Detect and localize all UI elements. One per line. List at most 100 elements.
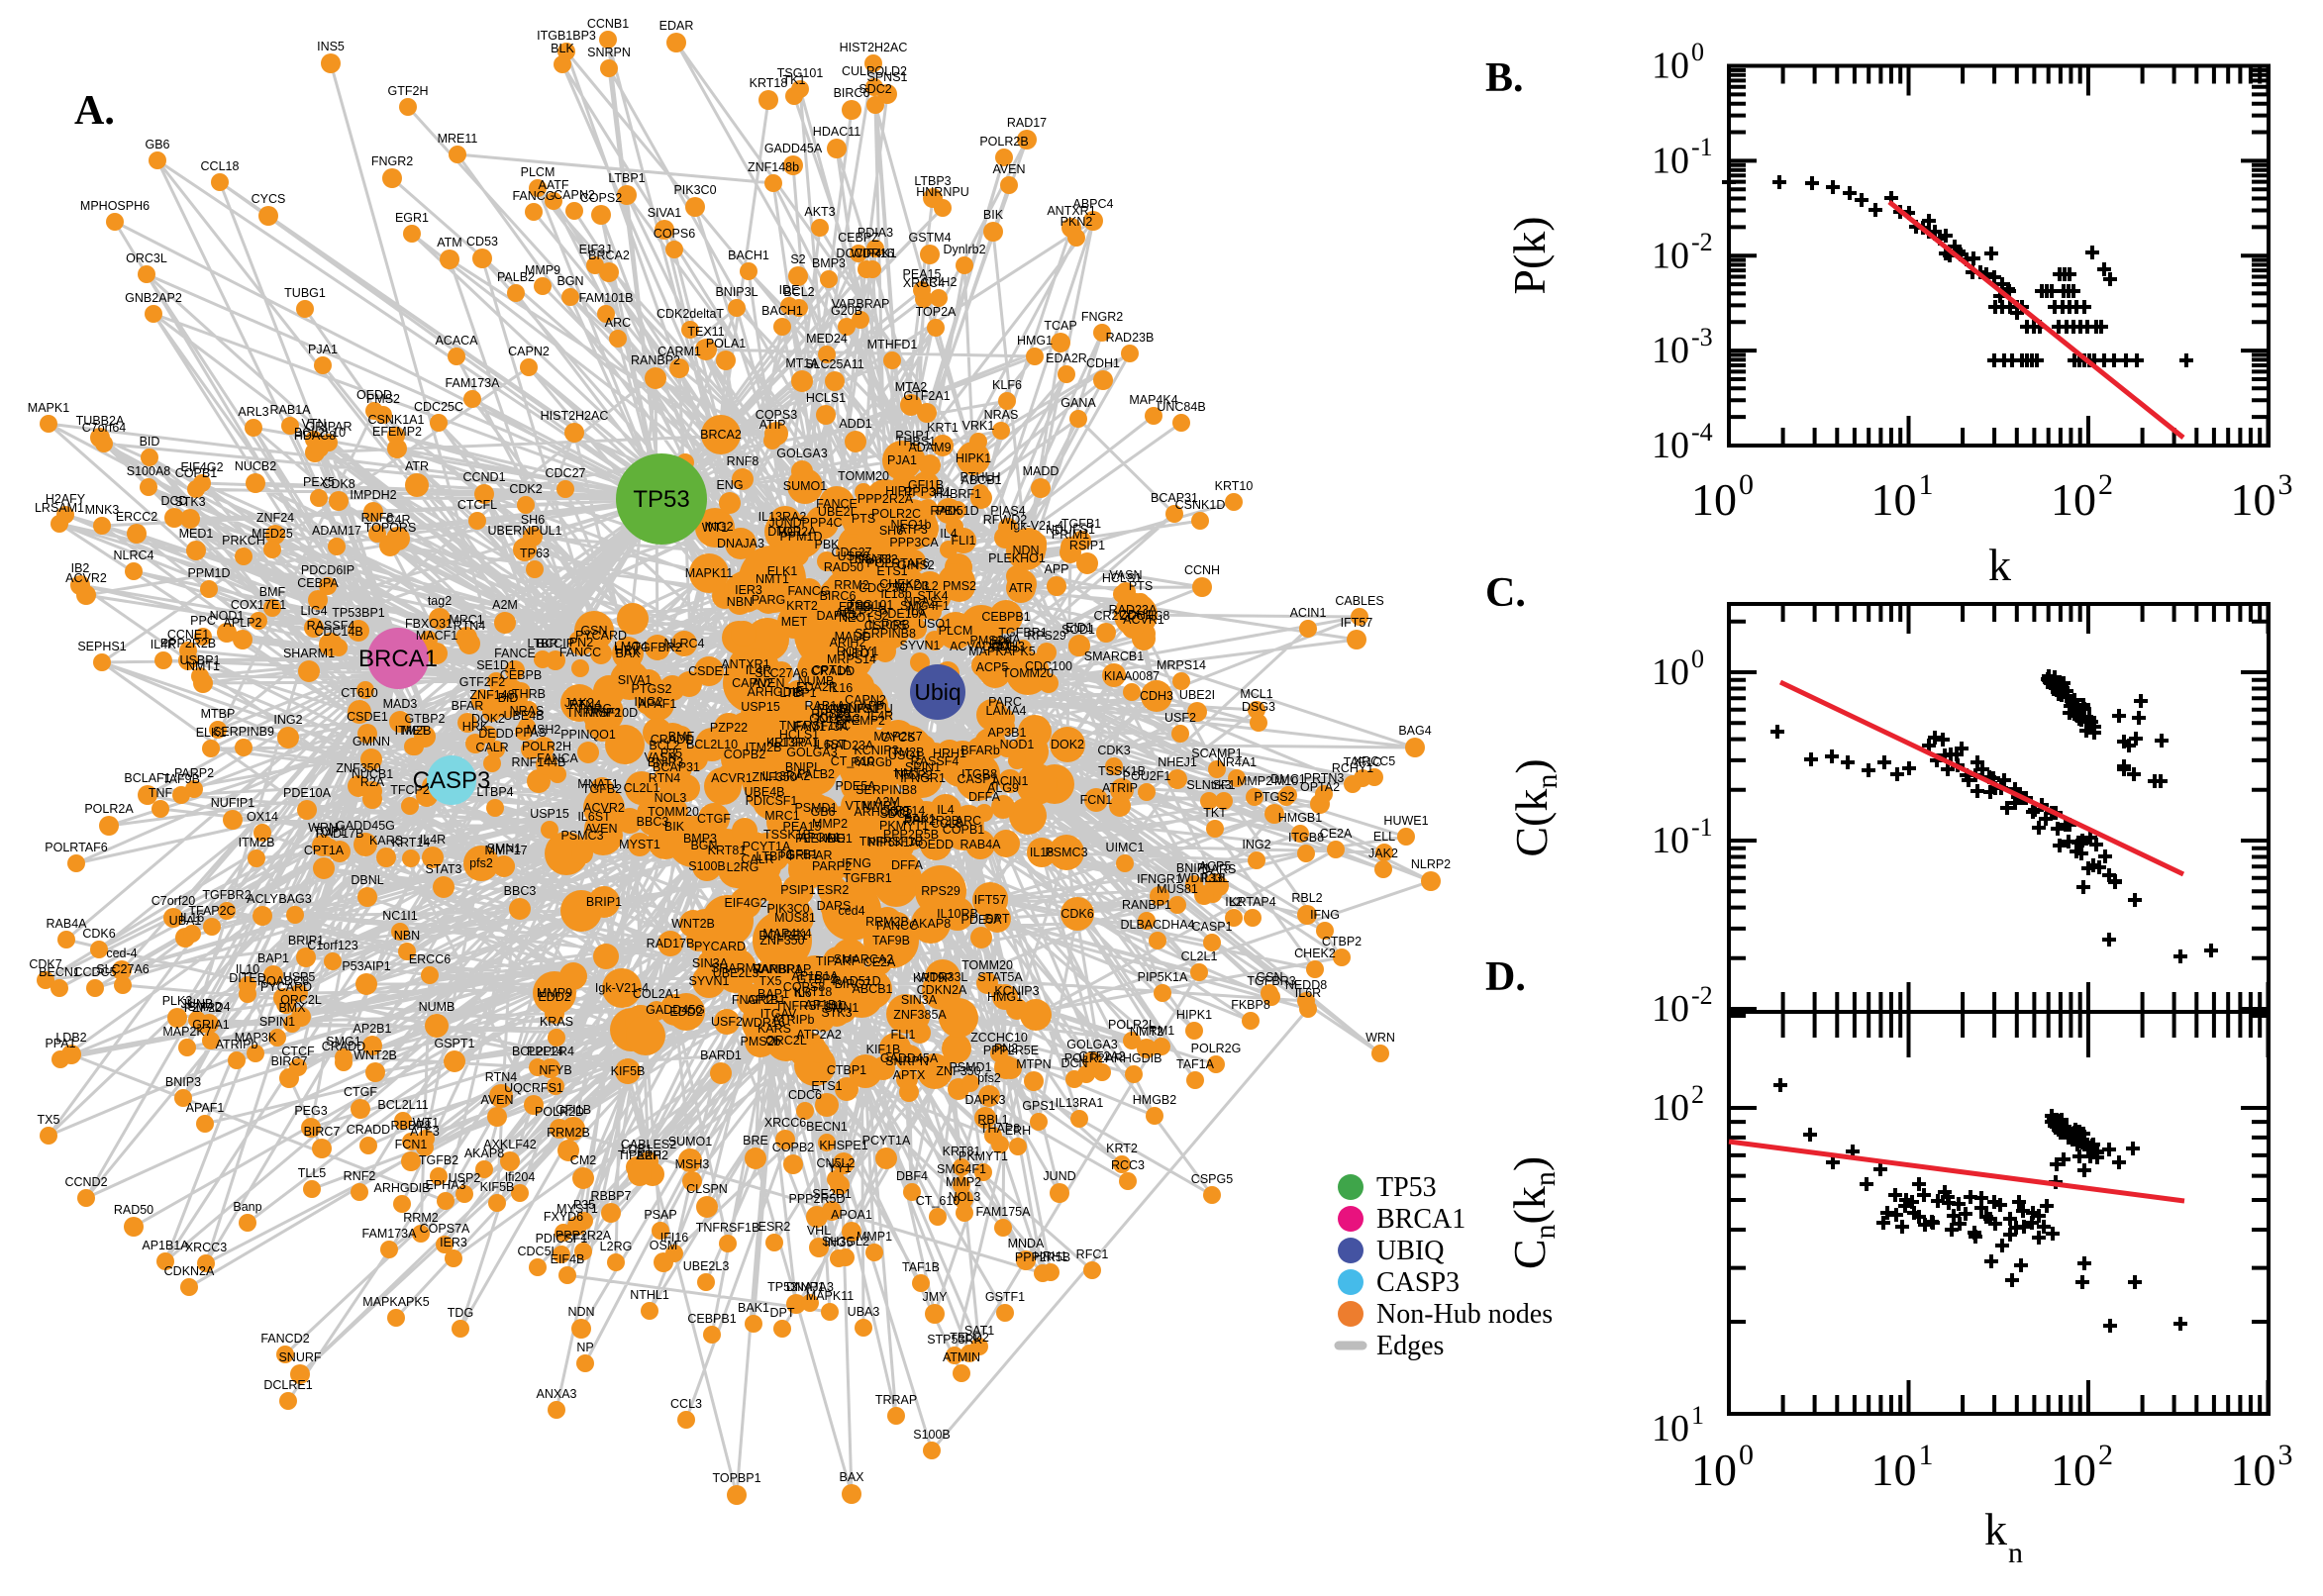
svg-text:PCYT1A: PCYT1A <box>743 840 791 853</box>
svg-text:POLR2L: POLR2L <box>1108 1018 1156 1032</box>
svg-text:ATP2A2: ATP2A2 <box>796 1028 842 1042</box>
svg-text:CDK2deltaT: CDK2deltaT <box>656 307 724 321</box>
svg-text:APAF1: APAF1 <box>186 1101 225 1115</box>
svg-text:KRAS: KRAS <box>817 710 851 724</box>
svg-text:PEA15: PEA15 <box>783 820 822 834</box>
svg-text:ACVADAM1: ACVADAM1 <box>950 640 1017 653</box>
svg-text:SIN3A: SIN3A <box>901 993 938 1007</box>
svg-text:ATRIPb: ATRIPb <box>772 1013 815 1027</box>
svg-text:LTBR: LTBR <box>527 637 557 650</box>
svg-text:BIRC7: BIRC7 <box>304 1125 341 1139</box>
svg-text:IL16: IL16 <box>180 911 204 925</box>
svg-text:SMG4F1: SMG4F1 <box>900 599 950 613</box>
svg-text:Ifi204: Ifi204 <box>505 1170 536 1184</box>
svg-text:DMC1: DMC1 <box>767 525 802 539</box>
svg-text:GADD45G: GADD45G <box>646 1003 705 1017</box>
svg-text:CDH1: CDH1 <box>1119 608 1153 622</box>
svg-text:DITED: DITED <box>229 971 266 985</box>
svg-text:APOA1: APOA1 <box>799 831 841 845</box>
svg-text:AP1B1: AP1B1 <box>805 998 844 1012</box>
svg-text:BBC3: BBC3 <box>637 815 669 829</box>
svg-text:PPP2R5B: PPP2R5B <box>883 828 939 842</box>
svg-text:TSG101: TSG101 <box>777 66 824 80</box>
svg-text:RTN4: RTN4 <box>485 1070 517 1084</box>
svg-text:PDICSF1: PDICSF1 <box>536 1232 588 1246</box>
svg-text:MRC1: MRC1 <box>764 809 799 823</box>
svg-text:BIK: BIK <box>983 208 1004 222</box>
svg-text:PPP3R1: PPP3R1 <box>904 485 952 499</box>
svg-text:WT1: WT1 <box>702 521 728 535</box>
svg-text:BCAP31: BCAP31 <box>653 760 700 774</box>
svg-text:IL13RA2: IL13RA2 <box>762 769 811 783</box>
svg-text:PDE5A: PDE5A <box>961 913 1003 927</box>
svg-text:PPC: PPC <box>190 614 216 628</box>
svg-text:BIRC7: BIRC7 <box>271 1054 308 1068</box>
svg-text:SLNtrk3: SLNtrk3 <box>1186 778 1231 792</box>
svg-text:RNF8: RNF8 <box>727 454 759 468</box>
svg-text:MAPK11: MAPK11 <box>685 566 733 580</box>
svg-text:PLK3: PLK3 <box>162 994 193 1008</box>
svg-text:NOL3: NOL3 <box>655 791 687 805</box>
svg-text:RAD23A: RAD23A <box>826 739 874 752</box>
svg-text:S100B: S100B <box>913 1428 951 1442</box>
svg-text:RAB1A: RAB1A <box>805 699 847 713</box>
svg-text:0: 0 <box>1739 468 1754 501</box>
svg-text:PJA1: PJA1 <box>887 453 917 467</box>
svg-text:APP: APP <box>1044 562 1068 576</box>
svg-text:IER3: IER3 <box>735 583 762 597</box>
svg-text:PYCARD: PYCARD <box>575 629 627 643</box>
svg-text:VTN: VTN <box>846 799 870 813</box>
svg-text:MAPK1: MAPK1 <box>28 401 69 415</box>
svg-text:RRM2B: RRM2B <box>865 915 909 929</box>
svg-text:IL4: IL4 <box>940 527 957 541</box>
svg-text:C7orf20: C7orf20 <box>152 894 196 908</box>
svg-text:SDC2: SDC2 <box>879 807 912 821</box>
svg-text:ACLY: ACLY <box>247 892 278 906</box>
svg-text:NEDD8: NEDD8 <box>1285 978 1327 992</box>
svg-text:EDA2R: EDA2R <box>1046 351 1087 365</box>
svg-text:IL18: IL18 <box>1201 871 1225 885</box>
svg-text:FBXO31: FBXO31 <box>405 617 453 631</box>
svg-text:USBP1: USBP1 <box>180 653 221 667</box>
svg-text:SMG1: SMG1 <box>326 1035 360 1048</box>
svg-text:IFNGR1: IFNGR1 <box>900 771 946 785</box>
svg-text:CCND1: CCND1 <box>462 470 505 484</box>
svg-text:RAB4A: RAB4A <box>960 838 1002 851</box>
svg-text:10: 10 <box>2231 1445 2276 1495</box>
svg-text:PPINQO1: PPINQO1 <box>560 728 616 742</box>
svg-text:CALR: CALR <box>741 852 773 866</box>
svg-text:PZP22: PZP22 <box>184 1001 222 1015</box>
svg-text:GRIA1: GRIA1 <box>192 1018 230 1032</box>
svg-text:ZNF148: ZNF148 <box>469 688 514 702</box>
svg-text:LIG4: LIG4 <box>300 604 327 618</box>
svg-text:P53AIP1: P53AIP1 <box>342 959 390 973</box>
svg-text:P35: P35 <box>573 1198 595 1212</box>
svg-text:SMAD4: SMAD4 <box>187 1000 230 1014</box>
svg-text:PPP2R4: PPP2R4 <box>527 1045 574 1058</box>
svg-text:10: 10 <box>1691 474 1737 525</box>
svg-text:POLR2I: POLR2I <box>1064 1051 1108 1065</box>
svg-text:CTGF: CTGF <box>344 1085 377 1099</box>
svg-text:FAM101B: FAM101B <box>579 291 634 305</box>
svg-text:AVEN: AVEN <box>584 822 617 836</box>
svg-text:ATMIN: ATMIN <box>943 1350 980 1364</box>
svg-text:PCYT1A: PCYT1A <box>862 1134 911 1147</box>
svg-text:APP: APP <box>859 699 884 713</box>
svg-text:BAG3: BAG3 <box>278 892 311 906</box>
svg-text:COPS3: COPS3 <box>756 408 797 422</box>
svg-text:RBL1: RBL1 <box>977 1113 1008 1127</box>
svg-text:A.: A. <box>74 88 115 134</box>
svg-text:-3: -3 <box>1691 323 1713 351</box>
svg-text:UBE4B: UBE4B <box>745 785 785 799</box>
svg-text:TOPORS: TOPORS <box>364 521 417 535</box>
svg-text:SLC27A6: SLC27A6 <box>755 666 808 680</box>
svg-text:MMP9: MMP9 <box>525 263 560 277</box>
svg-text:ced-4: ced-4 <box>106 947 137 960</box>
svg-text:ITM2B: ITM2B <box>746 741 782 754</box>
svg-text:PTS: PTS <box>852 512 875 526</box>
svg-text:PEG3: PEG3 <box>294 1104 327 1118</box>
svg-text:SE1D1: SE1D1 <box>476 658 516 672</box>
svg-text:S2: S2 <box>790 252 805 266</box>
svg-text:SEPHS1: SEPHS1 <box>77 640 126 653</box>
svg-text:ZNF148b: ZNF148b <box>748 160 799 174</box>
